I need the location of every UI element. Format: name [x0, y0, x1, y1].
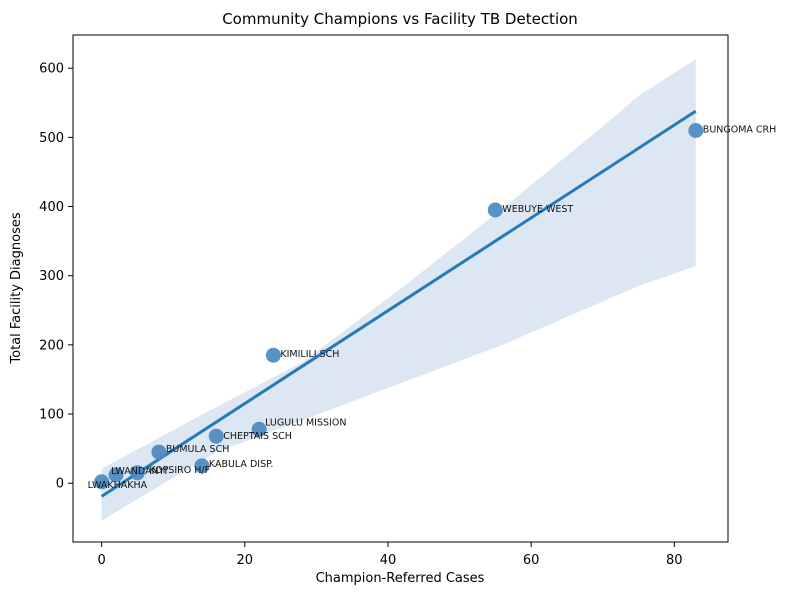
x-tick-label: 60	[523, 553, 540, 568]
point-label: BUMULA SCH	[166, 444, 229, 455]
data-point	[208, 428, 224, 444]
data-point	[251, 421, 267, 437]
y-tick-label: 500	[39, 131, 64, 146]
data-point	[194, 458, 210, 474]
data-point	[688, 123, 704, 138]
data-point	[94, 474, 110, 490]
y-tick-label: 300	[39, 269, 64, 284]
point-label: LWANDANYI	[111, 466, 167, 477]
confidence-band	[101, 59, 696, 521]
point-label: WEBUYE WEST	[502, 204, 573, 215]
plot-border	[72, 34, 729, 543]
x-tick-label: 80	[666, 553, 683, 568]
point-label: BUNGOMA CRH	[703, 125, 777, 136]
axes: 0 20 40 60 80 0 100 200 300 400 500 600	[39, 62, 682, 568]
y-tick-label: 200	[39, 338, 64, 353]
y-tick-label: 400	[39, 200, 64, 215]
data-point	[129, 465, 145, 481]
point-label: KOPSIRO H/F	[149, 465, 210, 476]
point-label: CHEPTAIS SCH	[223, 431, 292, 442]
point-label: LUGULU MISSION	[265, 417, 346, 428]
point-label: LWAKHAKHA	[88, 480, 148, 491]
data-point	[108, 467, 124, 483]
data-point	[487, 202, 503, 218]
y-axis-label: Total Facility Diagnoses	[9, 212, 24, 364]
x-tick-label: 40	[380, 553, 397, 568]
y-tick-label: 600	[39, 62, 64, 77]
y-tick-label: 100	[39, 408, 64, 423]
ci-band-area	[101, 59, 696, 521]
data-point	[265, 347, 281, 363]
x-tick-label: 0	[97, 553, 105, 568]
x-tick-label: 20	[237, 553, 254, 568]
scatter-points	[94, 123, 704, 490]
data-point	[151, 444, 167, 460]
regression-line	[100, 109, 697, 498]
point-label: KIMILILI SCH	[280, 349, 339, 360]
y-tick-label: 0	[56, 477, 64, 492]
fit-line	[100, 109, 697, 498]
chart-title: Community Champions vs Facility TB Detec…	[222, 10, 578, 28]
x-axis-label: Champion-Referred Cases	[316, 571, 485, 586]
point-label: KABULA DISP.	[209, 459, 273, 470]
